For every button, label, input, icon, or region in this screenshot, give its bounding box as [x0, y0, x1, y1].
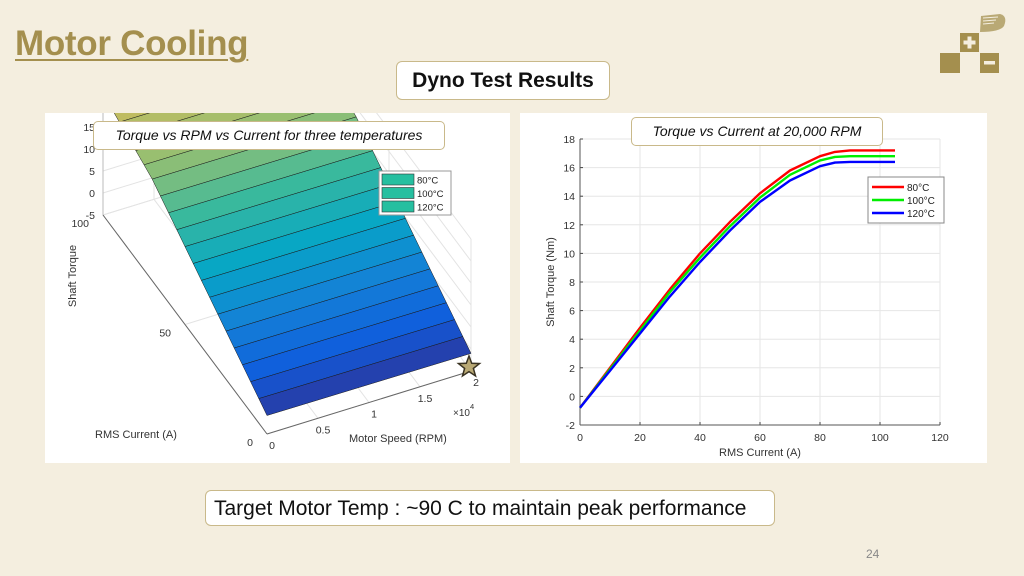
x-axis-label: Motor Speed (RPM) — [349, 433, 447, 445]
y-tick-label: 16 — [563, 163, 575, 175]
legend-label: 120°C — [417, 203, 444, 214]
series-line-80c — [579, 149, 895, 409]
y-tick-label: 0 — [247, 437, 253, 449]
y-tick-label: 6 — [569, 306, 575, 318]
y-tick-label: 100 — [71, 218, 89, 230]
x-tick-label: 0.5 — [316, 424, 331, 436]
legend-swatch — [381, 187, 415, 199]
z-tick-label: 15 — [83, 122, 95, 134]
x-tick-label: 40 — [694, 432, 706, 444]
z-tick-label: -5 — [86, 210, 95, 222]
section-heading-dyno-test-results: Dyno Test Results — [396, 61, 610, 100]
z-tick-label: 5 — [89, 166, 95, 178]
x-tick-label: 1.5 — [418, 393, 433, 405]
legend-label: 100°C — [907, 196, 935, 207]
legend-label: 80°C — [417, 176, 438, 187]
y-tick-label: 12 — [563, 220, 575, 232]
z-axis-label: Shaft Torque — [67, 245, 79, 307]
surface-chart-title: Torque vs RPM vs Current for three tempe… — [93, 121, 445, 150]
x-tick-label: 1 — [371, 409, 377, 421]
x-tick-label: 0 — [269, 440, 275, 452]
x-multiplier-exponent: 4 — [470, 402, 474, 411]
y-tick-label: 0 — [569, 391, 575, 403]
y-axis — [102, 214, 268, 435]
z-tick-label: 0 — [89, 188, 95, 200]
takeaway-callout: Target Motor Temp : ~90 C to maintain pe… — [205, 490, 775, 526]
y-axis-label: Shaft Torque (Nm) — [545, 237, 557, 327]
plus-minus-blocks-logo — [940, 14, 1006, 73]
y-tick-label: -2 — [566, 420, 575, 432]
y-tick-label: 18 — [563, 134, 575, 146]
legend-label: 80°C — [907, 183, 929, 194]
surface-strip — [258, 336, 472, 416]
y-tick-label: 4 — [569, 334, 575, 346]
x-tick-label: 80 — [814, 432, 826, 444]
y-tick-label: 8 — [569, 277, 575, 289]
series-line-120c — [579, 160, 895, 409]
x-axis — [266, 370, 472, 435]
star-marker — [456, 353, 482, 378]
legend-swatch — [381, 200, 415, 213]
x-axis-label: RMS Current (A) — [719, 447, 801, 459]
y-axis-label: RMS Current (A) — [95, 429, 177, 441]
series-line-100c — [579, 155, 895, 409]
y-tick-label: 10 — [563, 248, 575, 260]
line-chart-title: Torque vs Current at 20,000 RPM — [631, 117, 883, 146]
y-tick-label: 50 — [159, 328, 171, 340]
legend-label: 100°C — [417, 189, 444, 200]
x-multiplier-label: ×10 — [453, 408, 470, 419]
page-number: 24 — [866, 547, 880, 561]
x-tick-label: 120 — [931, 432, 949, 444]
x-tick-label: 100 — [871, 432, 889, 444]
x-tick-label: 60 — [754, 432, 766, 444]
x-tick-label: 0 — [577, 432, 583, 444]
legend-swatch — [381, 173, 415, 186]
z-tick-label: 10 — [83, 144, 95, 156]
x-tick-label: 20 — [634, 432, 646, 444]
x-tick-label: 2 — [473, 377, 479, 389]
z-gridline — [376, 113, 472, 240]
line-chart-panel — [520, 113, 987, 463]
slide-title: Motor Cooling — [15, 24, 249, 63]
y-tick-label: 2 — [569, 363, 575, 375]
surface-strip — [113, 113, 151, 123]
legend-label: 120°C — [907, 209, 935, 220]
y-tick-label: 14 — [563, 191, 575, 203]
